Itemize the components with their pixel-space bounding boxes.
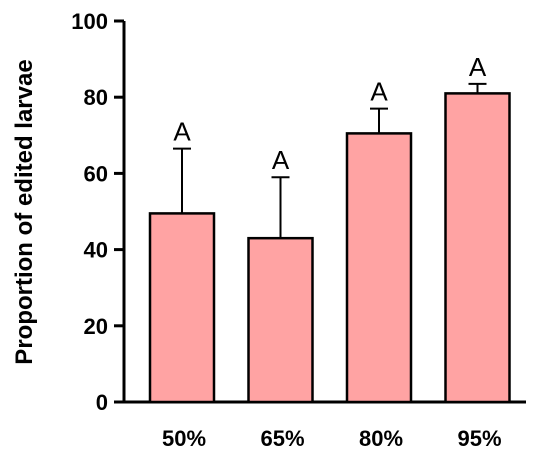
y-tick-label: 80 <box>84 85 108 110</box>
x-tick-label: 50% <box>162 426 206 451</box>
bar <box>444 92 511 404</box>
y-tick-label: 100 <box>71 9 108 34</box>
y-tick-label: 60 <box>84 161 108 186</box>
bar <box>247 236 314 404</box>
bar <box>345 132 413 404</box>
x-tick-labels: 50% 65% 80% 95% <box>162 426 502 451</box>
significance-label: A <box>370 77 388 107</box>
y-tick-label: 0 <box>96 390 108 415</box>
bars: A A A A <box>148 52 511 404</box>
bar <box>148 212 216 404</box>
significance-label: A <box>272 145 290 175</box>
y-axis-label: Proportion of edited larvae <box>11 59 38 364</box>
significance-label: A <box>469 52 487 82</box>
y-tick-label: 40 <box>84 238 108 263</box>
x-tick-label: 80% <box>359 426 403 451</box>
x-tick-label: 95% <box>457 426 501 451</box>
significance-label: A <box>173 117 191 147</box>
y-tick-label: 20 <box>84 314 108 339</box>
x-tick-label: 65% <box>260 426 304 451</box>
y-ticks: 0 20 40 60 80 100 <box>71 9 124 415</box>
